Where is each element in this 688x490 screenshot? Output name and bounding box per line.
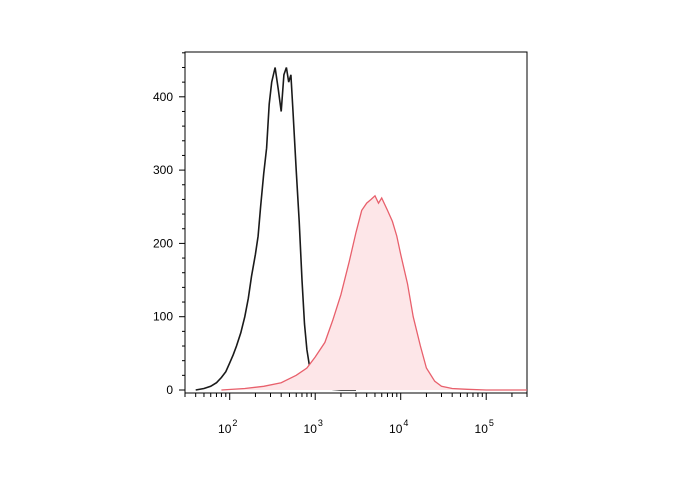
series-layer <box>195 67 527 391</box>
x-axis: 102 103 104 105 <box>184 393 528 436</box>
y-axis: 0 100 200 300 400 <box>153 52 185 397</box>
x-tick-label: 104 <box>389 418 408 436</box>
x-tick-label: 105 <box>475 418 494 436</box>
y-tick-label: 300 <box>153 163 173 177</box>
y-tick-label: 200 <box>153 236 173 250</box>
series-2-fill <box>221 195 527 390</box>
y-tick-label: 0 <box>166 383 173 397</box>
y-tick-label: 100 <box>153 310 173 324</box>
y-tick-label: 400 <box>153 90 173 104</box>
series-2-outline <box>221 194 527 391</box>
x-tick-label: 103 <box>304 418 323 436</box>
x-tick-label: 102 <box>218 418 237 436</box>
